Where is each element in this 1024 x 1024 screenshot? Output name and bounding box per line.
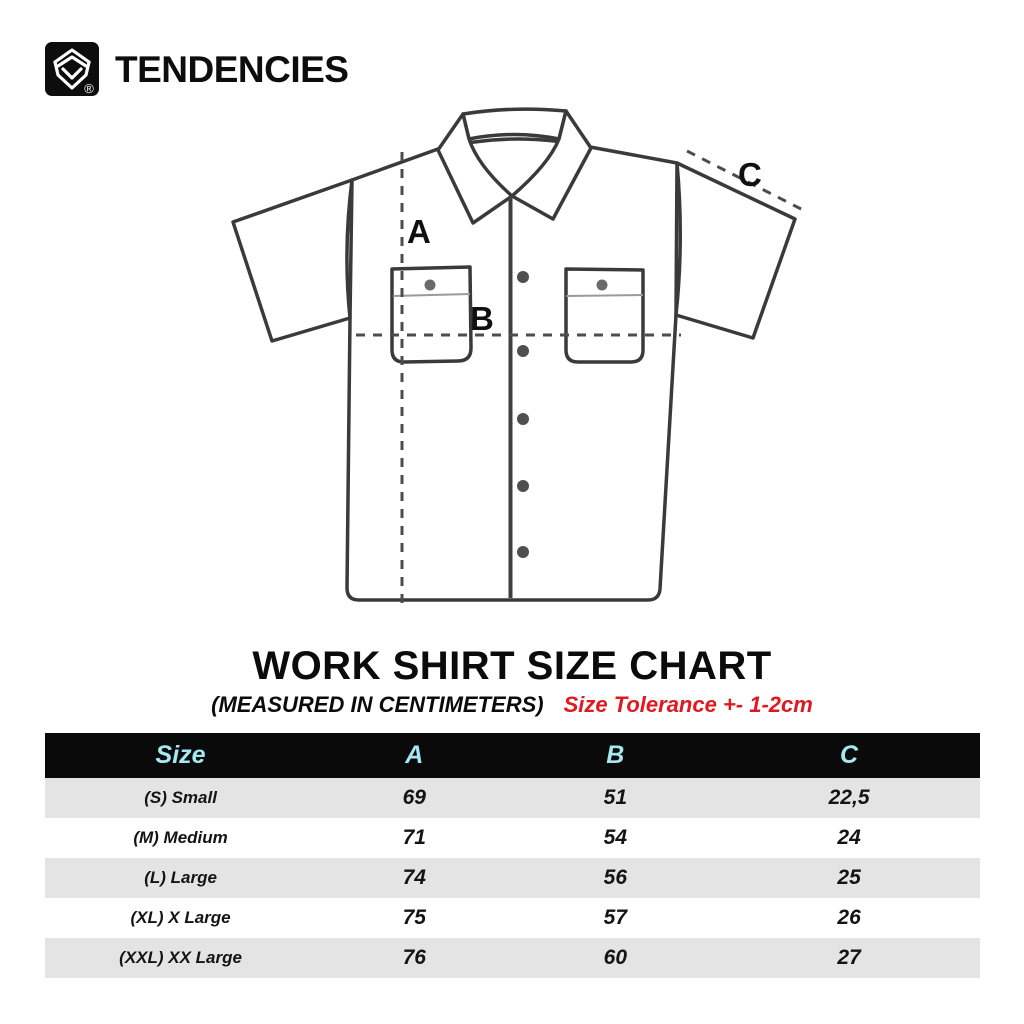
value-b: 57 bbox=[603, 906, 627, 929]
right-pocket bbox=[564, 267, 645, 364]
placket-buttons bbox=[517, 271, 529, 558]
registered-mark: ® bbox=[84, 81, 94, 96]
page-title: WORK SHIRT SIZE CHART bbox=[252, 644, 772, 688]
column-header-c: C bbox=[840, 741, 859, 769]
logo-square bbox=[45, 42, 99, 96]
gem-diamond-icon: ® bbox=[45, 42, 99, 96]
right-pocket-flap-line bbox=[565, 294, 644, 297]
collar-right-wing bbox=[510, 109, 593, 221]
value-a: 74 bbox=[402, 866, 426, 889]
value-a: 71 bbox=[402, 826, 426, 849]
value-c: 26 bbox=[837, 906, 861, 929]
measured-note: (MEASURED IN CENTIMETERS) bbox=[211, 692, 544, 717]
left-pocket-flap-line bbox=[392, 293, 471, 297]
measurement-label-b: B bbox=[470, 300, 494, 337]
tolerance-note: Size Tolerance +- 1-2cm bbox=[563, 692, 813, 717]
value-c: 25 bbox=[837, 866, 861, 889]
value-a: 76 bbox=[402, 946, 426, 969]
value-c: 27 bbox=[837, 946, 861, 969]
value-b: 51 bbox=[603, 786, 627, 809]
collar-left-wing bbox=[436, 112, 514, 225]
left-pocket bbox=[390, 265, 473, 364]
size-label: (L) Large bbox=[144, 868, 217, 887]
value-b: 60 bbox=[603, 946, 627, 969]
size-label: (M) Medium bbox=[133, 828, 228, 847]
value-a: 75 bbox=[402, 906, 426, 929]
value-c: 22,5 bbox=[828, 786, 870, 809]
measurement-label-c: C bbox=[738, 156, 762, 193]
value-b: 56 bbox=[603, 866, 627, 889]
right-pocket-button bbox=[596, 279, 608, 291]
column-header-b: B bbox=[606, 741, 625, 769]
shirt-measurement-diagram: A B C bbox=[231, 107, 808, 607]
size-chart-table: Size A B C (S) Small 69 51 22,5 (M) Medi… bbox=[45, 733, 980, 978]
table-row: (S) Small 69 51 22,5 bbox=[45, 778, 980, 818]
collar-band bbox=[461, 107, 568, 141]
table-row: (L) Large 74 56 25 bbox=[45, 858, 980, 898]
brand-header: ® TENDENCIES bbox=[45, 42, 349, 96]
size-label: (S) Small bbox=[144, 788, 217, 807]
shirt-right-sleeve bbox=[674, 161, 797, 340]
column-header-a: A bbox=[405, 741, 424, 769]
value-a: 69 bbox=[402, 786, 426, 809]
size-label: (XL) X Large bbox=[130, 908, 231, 927]
value-b: 54 bbox=[603, 826, 627, 849]
measure-line-c bbox=[686, 149, 808, 214]
shirt-left-sleeve bbox=[231, 178, 354, 343]
subtitle-row: (MEASURED IN CENTIMETERS) Size Tolerance… bbox=[0, 692, 1024, 718]
table-row: (XXL) XX Large 76 60 27 bbox=[45, 938, 980, 978]
measurement-label-a: A bbox=[407, 213, 431, 250]
table-row: (M) Medium 71 54 24 bbox=[45, 818, 980, 858]
brand-name: TENDENCIES bbox=[115, 49, 349, 90]
left-pocket-button bbox=[424, 279, 436, 291]
value-c: 24 bbox=[837, 826, 861, 849]
column-header-size: Size bbox=[155, 741, 206, 769]
table-row: (XL) X Large 75 57 26 bbox=[45, 898, 980, 938]
table-header-row: Size A B C bbox=[45, 733, 980, 778]
size-label: (XXL) XX Large bbox=[119, 948, 242, 967]
